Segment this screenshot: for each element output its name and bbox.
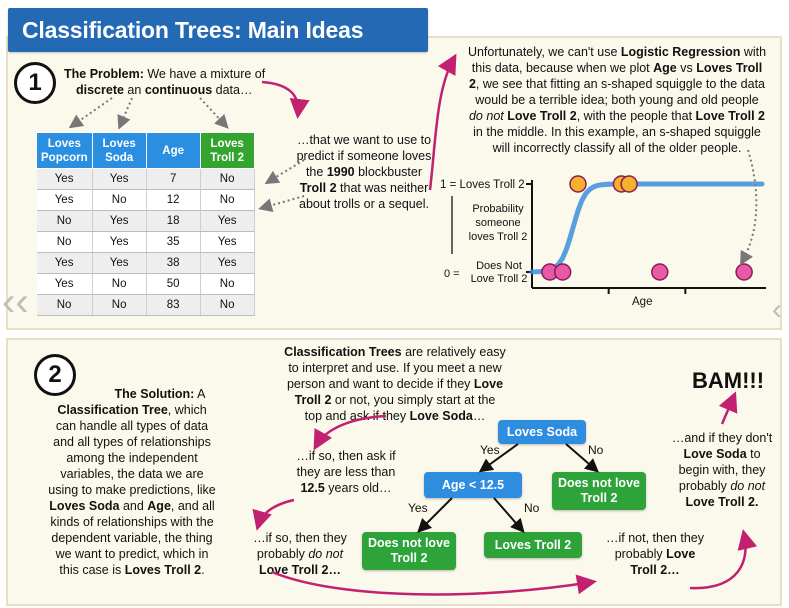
tree-edges [417, 443, 600, 534]
table-row: No Yes 35 Yes [36, 231, 255, 253]
loves-troll-2-point [569, 175, 587, 193]
prev-page-chevron[interactable]: ‹‹ [2, 280, 29, 324]
step-1-badge: 1 [14, 62, 56, 104]
page-title: Classification Trees: Main Ideas [22, 16, 364, 43]
tree-root-node: Loves Soda [498, 420, 586, 444]
dont-love-soda-text: …and if they don't Love Soda to begin wi… [671, 431, 773, 509]
y-label-top: 1 = Loves Troll 2 [440, 179, 525, 191]
logistic-regression-text: Unfortunately, we can't use Logistic Reg… [467, 45, 767, 155]
edge-label-yes-2: Yes [408, 501, 428, 515]
bam-text: BAM!!! [692, 368, 765, 393]
solution-pink-arrows [252, 391, 758, 596]
y-label-bottom: Does Not Love Troll 2 [470, 260, 528, 285]
step-2-badge: 2 [34, 354, 76, 396]
tree-age-node: Age < 12.5 [424, 472, 522, 498]
table-row: No Yes 18 Yes [36, 210, 255, 232]
y-label-zero: 0 = [444, 268, 460, 280]
table-row: Yes Yes 38 Yes [36, 252, 255, 274]
table-row: No No 83 No [36, 294, 255, 316]
data-table: Loves Popcorn Loves Soda Age Loves Troll… [36, 132, 255, 316]
header-loves-troll-2: Loves Troll 2 [199, 132, 255, 169]
edge-label-no-2: No [524, 501, 540, 515]
table-row: Yes No 12 No [36, 189, 255, 211]
problem-pink-arrows [261, 53, 457, 191]
logistic-squiggle [529, 181, 765, 275]
x-axis-label: Age [632, 296, 653, 308]
loves-troll-2-point [620, 175, 638, 193]
if-so-age-text: …if so, then ask if they are less than 1… [296, 449, 396, 495]
header-age: Age [145, 132, 201, 169]
table-row: Yes Yes 7 No [36, 168, 255, 190]
edge-label-no-1: No [588, 443, 604, 457]
table-row: Yes No 50 No [36, 273, 255, 295]
edge-label-yes-1: Yes [480, 443, 500, 457]
predict-text: …that we want to use to predict if someo… [296, 133, 432, 211]
table-header-row: Loves Popcorn Loves Soda Age Loves Troll… [36, 132, 255, 169]
next-page-chevron[interactable]: ‹ [772, 293, 782, 326]
tree-right-leaf: Does not love Troll 2 [552, 472, 646, 510]
problem-dotted-arrows [68, 97, 758, 266]
tree-mid-leaf: Loves Troll 2 [484, 532, 582, 558]
not-love-troll-2-point [553, 263, 572, 281]
solution-text: The Solution: A Classification Tree, whi… [48, 387, 216, 577]
y-axis-title: Probability someone loves Troll 2 [468, 203, 528, 243]
if-not-love-text: …if not, then they probably Love Troll 2… [606, 531, 704, 577]
header-loves-popcorn: Loves Popcorn [36, 132, 93, 169]
if-so-not-love-text: …if so, then they probably do not Love T… [253, 531, 347, 577]
not-love-troll-2-point [651, 263, 669, 281]
title-banner: Classification Trees: Main Ideas [8, 8, 428, 52]
tree-left-leaf: Does not love Troll 2 [362, 532, 456, 570]
problem-text: The Problem: We have a mixture of discre… [64, 67, 266, 97]
tree-intro-text: Classification Trees are relatively easy… [284, 345, 506, 423]
